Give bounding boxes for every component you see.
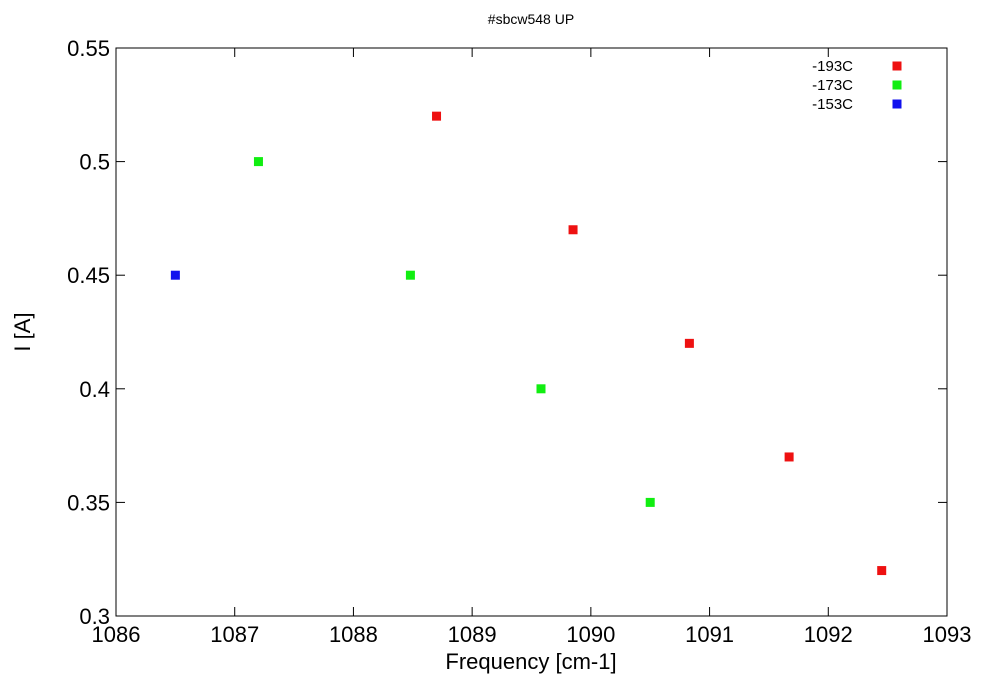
- x-tick-label: 1090: [566, 622, 615, 647]
- data-point: [568, 225, 578, 235]
- data-point: [684, 338, 694, 348]
- legend-marker: [892, 80, 902, 90]
- y-axis-label: I [A]: [10, 312, 35, 351]
- legend: -193C -173C -153C: [812, 58, 902, 113]
- x-tick-label: 1088: [329, 622, 378, 647]
- y-tick-label: 0.35: [67, 490, 110, 515]
- data-point: [253, 157, 263, 167]
- data-point: [170, 270, 180, 280]
- data-point: [536, 384, 546, 394]
- y-tick-label: 0.4: [79, 377, 110, 402]
- y-tick-label: 0.3: [79, 604, 110, 629]
- plot-frame: [115, 47, 948, 617]
- legend-label: -173C: [812, 77, 853, 94]
- x-tick-label: 1089: [448, 622, 497, 647]
- x-axis-label: Frequency [cm-1]: [445, 649, 616, 674]
- legend-marker: [892, 61, 902, 71]
- x-tick-label: 1091: [685, 622, 734, 647]
- data-point: [877, 566, 887, 576]
- y-tick-label: 0.5: [79, 150, 110, 175]
- axis-ticks: 1086 1087 1088 1089 1090 1091 1092 1093 0.3 0.35 0…: [67, 36, 971, 647]
- chart-title: #sbcw548 UP: [488, 11, 574, 27]
- x-tick-label: 1093: [923, 622, 972, 647]
- data-point: [405, 270, 415, 280]
- data-point: [645, 497, 655, 507]
- x-tick-label: 1087: [210, 622, 259, 647]
- legend-label: -153C: [812, 96, 853, 113]
- y-tick-label: 0.55: [67, 36, 110, 61]
- data-points: [170, 111, 887, 576]
- data-point: [784, 452, 794, 462]
- x-tick-label: 1086: [92, 622, 141, 647]
- x-tick-label: 1092: [804, 622, 853, 647]
- data-point: [432, 111, 442, 121]
- y-tick-label: 0.45: [67, 263, 110, 288]
- legend-marker: [892, 99, 902, 109]
- legend-label: -193C: [812, 58, 853, 75]
